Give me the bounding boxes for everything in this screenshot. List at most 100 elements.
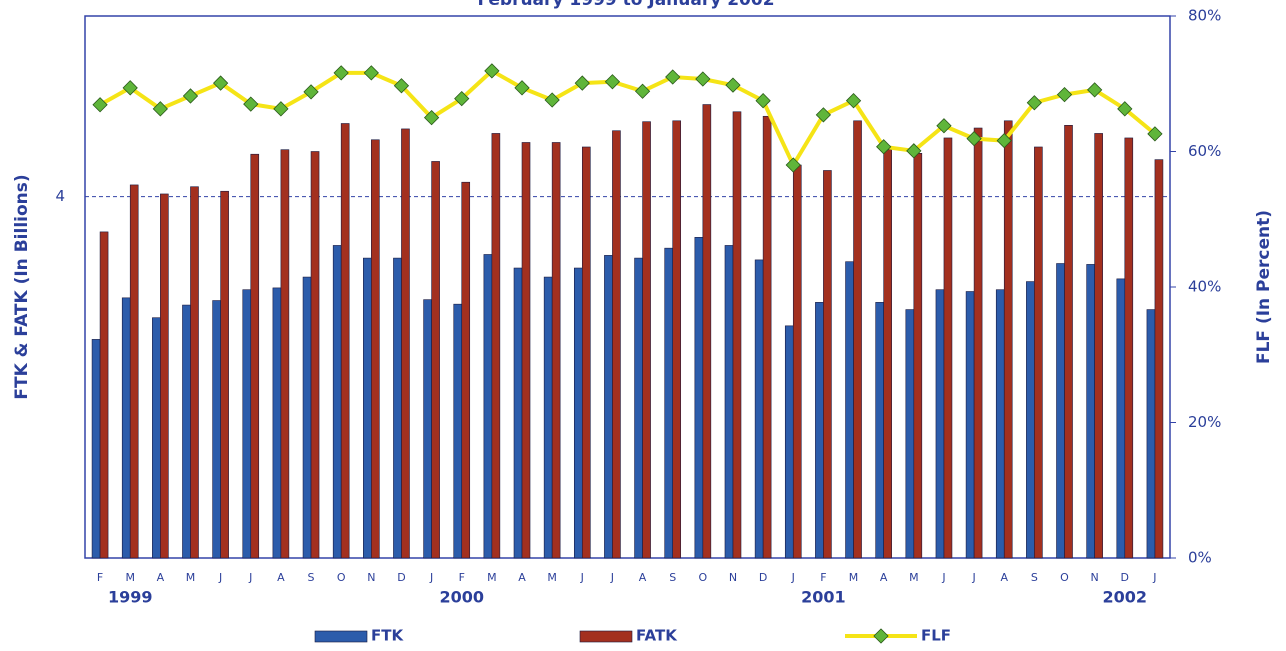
marker	[1117, 101, 1133, 117]
bar	[845, 261, 854, 559]
marker	[695, 71, 711, 87]
marker	[182, 88, 199, 104]
bar	[935, 289, 945, 559]
x-tick-label: J	[580, 571, 584, 584]
bar	[1056, 263, 1065, 559]
bar	[883, 149, 892, 559]
x-tick-label: A	[880, 571, 888, 584]
bar	[521, 142, 531, 559]
bar	[371, 139, 380, 559]
marker	[484, 63, 500, 79]
chart-title: February 1999 to January 2002	[477, 0, 774, 10]
bar	[272, 287, 282, 559]
y-tick-label: 4	[55, 187, 65, 205]
x-tick-label: N	[729, 571, 737, 584]
line	[99, 68, 1157, 170]
bar	[461, 181, 471, 559]
x-tick-label: A	[639, 571, 647, 584]
x-tick-label: J	[218, 571, 222, 584]
x-tick-label: O	[1060, 571, 1069, 584]
bar	[1094, 133, 1103, 559]
x-tick-label: N	[1091, 571, 1099, 584]
bar	[634, 257, 643, 559]
marker	[845, 93, 862, 109]
x-tick-label: D	[397, 571, 405, 584]
marker	[393, 78, 410, 94]
bar	[212, 300, 221, 559]
bar	[672, 120, 682, 559]
x-tick-label: F	[97, 571, 103, 584]
x-tick-label: O	[337, 571, 346, 584]
x-tick-label: M	[849, 571, 859, 584]
bar	[543, 276, 553, 559]
bar	[393, 257, 402, 559]
marker	[815, 107, 832, 123]
x-tick-label: J	[971, 571, 975, 584]
bar	[604, 255, 613, 559]
x-tick-label: J	[248, 571, 252, 584]
bar	[1026, 281, 1035, 559]
x-tick-label: J	[791, 571, 795, 584]
x-tick-label: A	[1000, 571, 1008, 584]
legend-swatch	[579, 630, 633, 643]
bar	[182, 304, 191, 559]
bar	[1086, 264, 1095, 559]
x-tick-label: S	[1031, 571, 1038, 584]
marker	[212, 75, 229, 91]
bar	[551, 142, 561, 559]
x-tick-label: D	[759, 571, 767, 584]
bar	[242, 289, 252, 559]
bar	[340, 123, 350, 559]
y2-tick-label: 20%	[1188, 413, 1221, 431]
bar	[943, 137, 953, 559]
marker	[333, 65, 349, 81]
bar	[1146, 309, 1156, 559]
marker	[665, 69, 681, 85]
bar	[1124, 137, 1134, 559]
bar	[724, 245, 734, 559]
x-tick-label: M	[186, 571, 196, 584]
marker	[966, 130, 982, 147]
year-label: 2001	[801, 588, 846, 607]
bar	[1064, 125, 1073, 559]
marker	[1026, 95, 1043, 111]
bar	[99, 231, 109, 559]
marker	[1087, 82, 1103, 98]
legend-label: FLF	[921, 627, 951, 645]
marker	[634, 83, 651, 99]
x-tick-label: M	[125, 571, 135, 584]
marker	[725, 77, 741, 93]
marker	[544, 92, 560, 108]
y2-tick-label: 40%	[1188, 278, 1221, 296]
marker	[423, 109, 440, 126]
x-tick-label: J	[941, 571, 945, 584]
x-tick-label: N	[367, 571, 375, 584]
x-tick-label: D	[1121, 571, 1129, 584]
bar	[423, 299, 432, 559]
marker	[514, 80, 530, 96]
bar	[875, 302, 884, 559]
x-tick-label: J	[429, 571, 433, 584]
bar	[491, 133, 501, 559]
bar	[220, 190, 229, 559]
legend-swatch	[314, 630, 368, 643]
marker	[454, 91, 470, 107]
bar	[965, 291, 975, 559]
bar	[483, 254, 493, 559]
marker	[906, 143, 922, 159]
bar	[612, 130, 621, 559]
bar	[784, 325, 794, 559]
bar	[302, 276, 312, 559]
x-tick-label: O	[699, 571, 708, 584]
marker	[936, 118, 952, 134]
bar	[664, 247, 674, 559]
bar	[190, 186, 199, 559]
y2-axis-title: FLF (In Percent)	[1254, 210, 1274, 364]
x-tick-label: A	[157, 571, 165, 584]
bar	[815, 302, 824, 559]
bar	[792, 164, 802, 559]
x-tick-label: J	[610, 571, 614, 584]
bar	[581, 146, 591, 559]
bar	[1003, 120, 1013, 559]
year-label: 2002	[1103, 588, 1148, 607]
